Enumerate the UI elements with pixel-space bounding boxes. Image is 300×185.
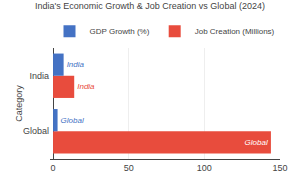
svg-text:Category: Category <box>14 85 24 122</box>
svg-text:150: 150 <box>272 163 287 173</box>
svg-text:Job Creation (Millions): Job Creation (Millions) <box>195 27 275 36</box>
svg-text:India: India <box>67 60 85 69</box>
svg-text:India's Economic Growth & Job: India's Economic Growth & Job Creation v… <box>35 1 265 11</box>
svg-text:India: India <box>77 82 95 91</box>
svg-text:0: 0 <box>51 163 56 173</box>
svg-text:Global: Global <box>23 126 49 136</box>
svg-text:Global: Global <box>245 138 268 147</box>
svg-text:100: 100 <box>197 163 212 173</box>
svg-text:50: 50 <box>124 163 134 173</box>
svg-text:GDP Growth (%): GDP Growth (%) <box>90 27 150 36</box>
svg-text:Global: Global <box>61 116 84 125</box>
svg-text:India: India <box>29 71 49 81</box>
